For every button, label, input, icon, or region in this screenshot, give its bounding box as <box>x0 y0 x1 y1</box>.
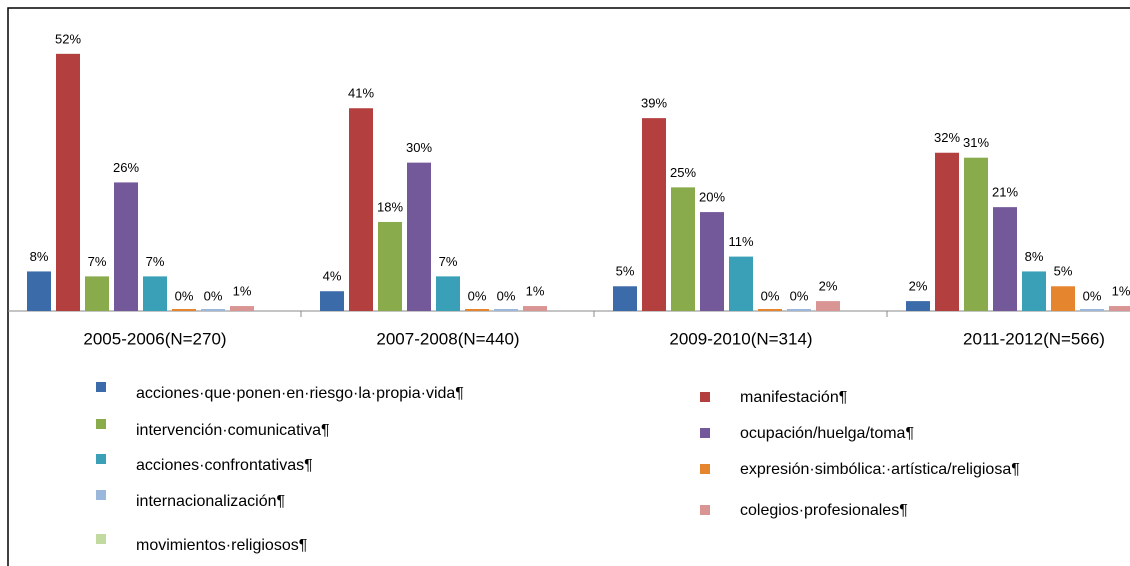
value-label: 0% <box>175 288 194 303</box>
value-label: 5% <box>616 264 635 279</box>
bar <box>729 256 753 311</box>
legend-label: ocupación/huelga/toma¶ <box>740 425 914 442</box>
bar <box>436 276 460 311</box>
value-label: 20% <box>699 190 725 205</box>
value-label: 18% <box>377 199 403 214</box>
bar <box>1109 306 1130 311</box>
legend-swatch <box>96 419 106 429</box>
legend-label: acciones·confrontativas¶ <box>136 457 313 474</box>
value-label: 0% <box>204 288 223 303</box>
bar <box>407 162 431 311</box>
legend-swatch <box>700 428 710 438</box>
value-label: 21% <box>992 185 1018 200</box>
value-label: 7% <box>88 254 107 269</box>
bar-stub <box>787 309 811 311</box>
value-label: 31% <box>963 135 989 150</box>
value-label: 5% <box>1054 264 1073 279</box>
legend-label: intervención·comunicativa¶ <box>136 422 330 439</box>
bar <box>1022 271 1046 311</box>
legend-swatch <box>96 454 106 464</box>
bar-stub <box>172 309 196 311</box>
legend-swatch <box>96 490 106 500</box>
legend-swatch <box>96 382 106 392</box>
value-label: 0% <box>497 288 516 303</box>
value-label: 0% <box>790 288 809 303</box>
legend-label: acciones·que·ponen·en·riesgo·la·propia·v… <box>136 385 464 402</box>
bar <box>993 207 1017 311</box>
bar <box>1051 286 1075 311</box>
legend-label: manifestación¶ <box>740 389 847 406</box>
legend-swatch <box>700 392 710 402</box>
bar <box>349 108 373 312</box>
bar <box>378 221 402 311</box>
bar <box>700 212 724 311</box>
bar <box>56 53 80 311</box>
legend-swatch <box>700 464 710 474</box>
value-label: 8% <box>1025 249 1044 264</box>
value-label: 0% <box>1083 288 1102 303</box>
bar <box>935 152 959 311</box>
bar <box>642 118 666 311</box>
value-label: 7% <box>146 254 165 269</box>
legend-label: expresión·simbólica:·artística/religiosa… <box>740 461 1020 478</box>
bar <box>964 157 988 311</box>
value-label: 11% <box>728 234 753 249</box>
bar-stub <box>494 309 518 311</box>
value-label: 39% <box>641 96 667 111</box>
legend-label: movimientos·religiosos¶ <box>136 537 307 554</box>
value-label: 4% <box>323 269 342 284</box>
bar <box>671 187 695 311</box>
bar <box>114 182 138 311</box>
bar <box>320 291 344 311</box>
legend-swatch <box>96 534 106 544</box>
bar <box>230 306 254 311</box>
value-label: 52% <box>55 31 81 46</box>
x-tick-label: 2009-2010(N=314) <box>669 329 812 348</box>
value-label: 8% <box>30 249 49 264</box>
x-tick-label: 2005-2006(N=270) <box>83 329 226 348</box>
value-label: 32% <box>934 130 960 145</box>
value-label: 1% <box>1112 283 1130 298</box>
value-label: 7% <box>439 254 458 269</box>
legend-swatch <box>700 505 710 515</box>
value-label: 30% <box>406 140 432 155</box>
value-label: 0% <box>468 288 487 303</box>
bar <box>816 301 840 311</box>
x-tick-label: 2011-2012(N=566) <box>963 329 1105 348</box>
value-label: 2% <box>819 279 838 294</box>
bar <box>85 276 109 311</box>
bar <box>27 271 51 311</box>
value-label: 25% <box>670 165 696 180</box>
bar-stub <box>465 309 489 311</box>
value-label: 0% <box>761 288 780 303</box>
frame <box>7 7 1130 566</box>
value-label: 2% <box>909 279 928 294</box>
legend-label: colegios·profesionales¶ <box>740 502 908 519</box>
bar-stub <box>201 309 225 311</box>
value-label: 26% <box>113 160 139 175</box>
x-tick-label: 2007-2008(N=440) <box>376 329 519 348</box>
value-label: 1% <box>526 283 545 298</box>
bar <box>906 301 930 311</box>
legend-label: internacionalización¶ <box>136 493 285 510</box>
value-label: 41% <box>348 86 374 101</box>
bar-stub <box>1080 309 1104 311</box>
bar <box>143 276 167 311</box>
bar <box>523 306 547 311</box>
bar-stub <box>758 309 782 311</box>
value-label: 1% <box>233 283 252 298</box>
bar <box>613 286 637 311</box>
